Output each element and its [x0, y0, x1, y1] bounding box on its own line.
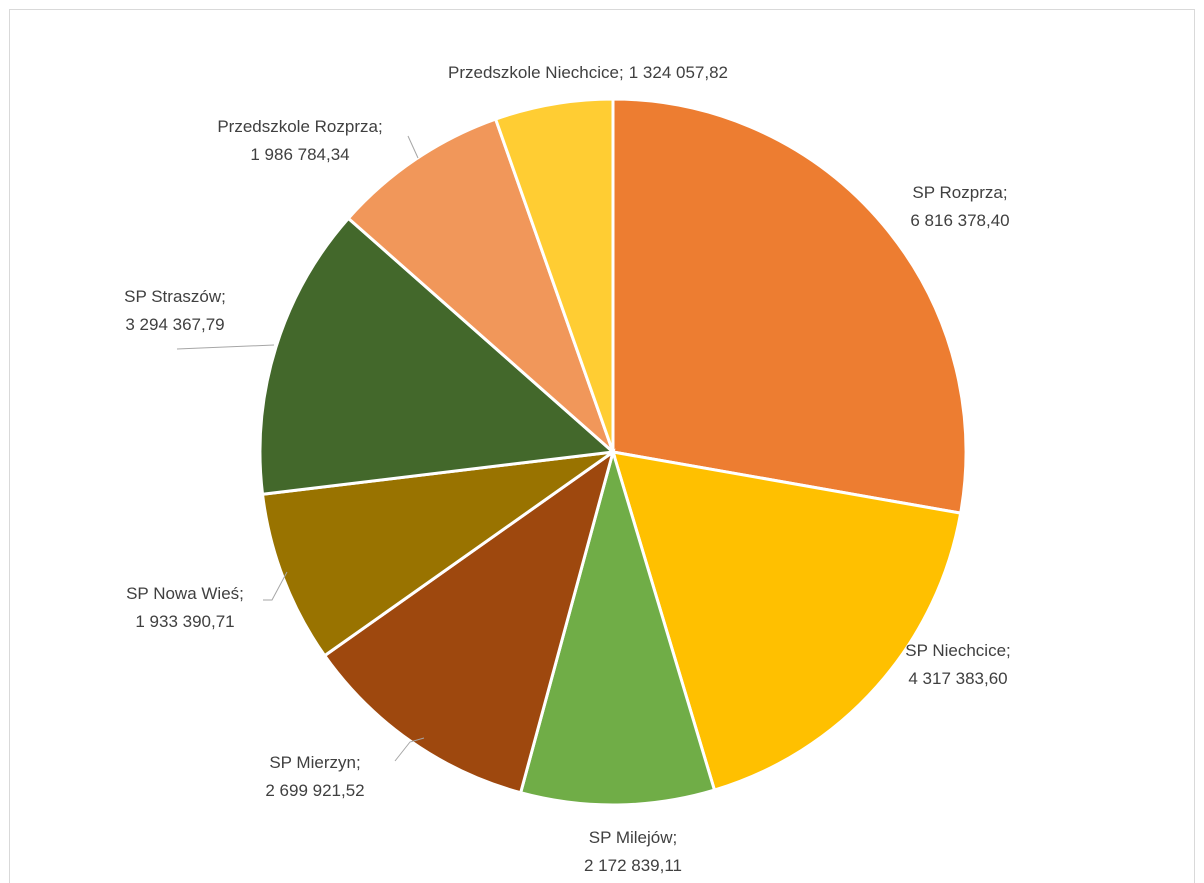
- data-label: SP Niechcice; 4 317 383,60: [905, 641, 1011, 688]
- data-label: SP Milejów; 2 172 839,11: [584, 828, 682, 875]
- pie-slice: [493, 97, 615, 453]
- label-value: 2 172 839,11: [584, 856, 682, 875]
- pie-slice: [346, 117, 617, 457]
- leader-line: [394, 737, 425, 762]
- label-separator: ;: [221, 287, 226, 306]
- label-separator: ;: [1003, 183, 1008, 202]
- label-value: 1 933 390,71: [135, 612, 234, 631]
- label-value: 2 699 921,52: [265, 781, 364, 800]
- label-separator: ;: [619, 63, 624, 82]
- label-value: 1 324 057,82: [629, 63, 728, 82]
- data-label: SP Rozprza; 6 816 378,40: [910, 183, 1009, 230]
- label-separator: ;: [1006, 641, 1011, 660]
- pie-slice: [610, 450, 963, 792]
- data-label: SP Nowa Wieś; 1 933 390,71: [126, 584, 244, 631]
- data-label: Przedszkole Rozprza; 1 986 784,34: [217, 117, 382, 164]
- data-label: SP Mierzyn; 2 699 921,52: [265, 753, 364, 800]
- label-category: SP Mierzyn: [269, 753, 356, 772]
- data-label: SP Straszów; 3 294 367,79: [124, 287, 226, 334]
- data-labels: SP Rozprza; 6 816 378,40 SP Niechcice; 4 31…: [124, 63, 1011, 875]
- leader-line: [176, 344, 275, 350]
- label-separator: ;: [239, 584, 244, 603]
- label-value: 1 986 784,34: [250, 145, 349, 164]
- pie-slice: [611, 97, 968, 515]
- label-category: Przedszkole Niechcice: [448, 63, 619, 82]
- pie-slice: [518, 446, 717, 807]
- pie-slice: [258, 216, 617, 496]
- label-category: SP Straszów: [124, 287, 222, 306]
- label-category: SP Milejów: [589, 828, 673, 847]
- leader-line: [263, 571, 288, 601]
- pie: [258, 97, 968, 807]
- label-category: SP Nowa Wieś: [126, 584, 239, 603]
- label-value: 6 816 378,40: [910, 211, 1009, 230]
- label-category: Przedszkole Rozprza: [217, 117, 378, 136]
- data-label: Przedszkole Niechcice; 1 324 057,82: [448, 63, 728, 82]
- label-separator: ;: [673, 828, 678, 847]
- label-value: 3 294 367,79: [125, 315, 224, 334]
- label-category: SP Rozprza: [912, 183, 1003, 202]
- label-category: SP Niechcice: [905, 641, 1006, 660]
- label-separator: ;: [378, 117, 383, 136]
- label-separator: ;: [356, 753, 361, 772]
- leader-line: [407, 135, 419, 159]
- label-value: 4 317 383,60: [908, 669, 1007, 688]
